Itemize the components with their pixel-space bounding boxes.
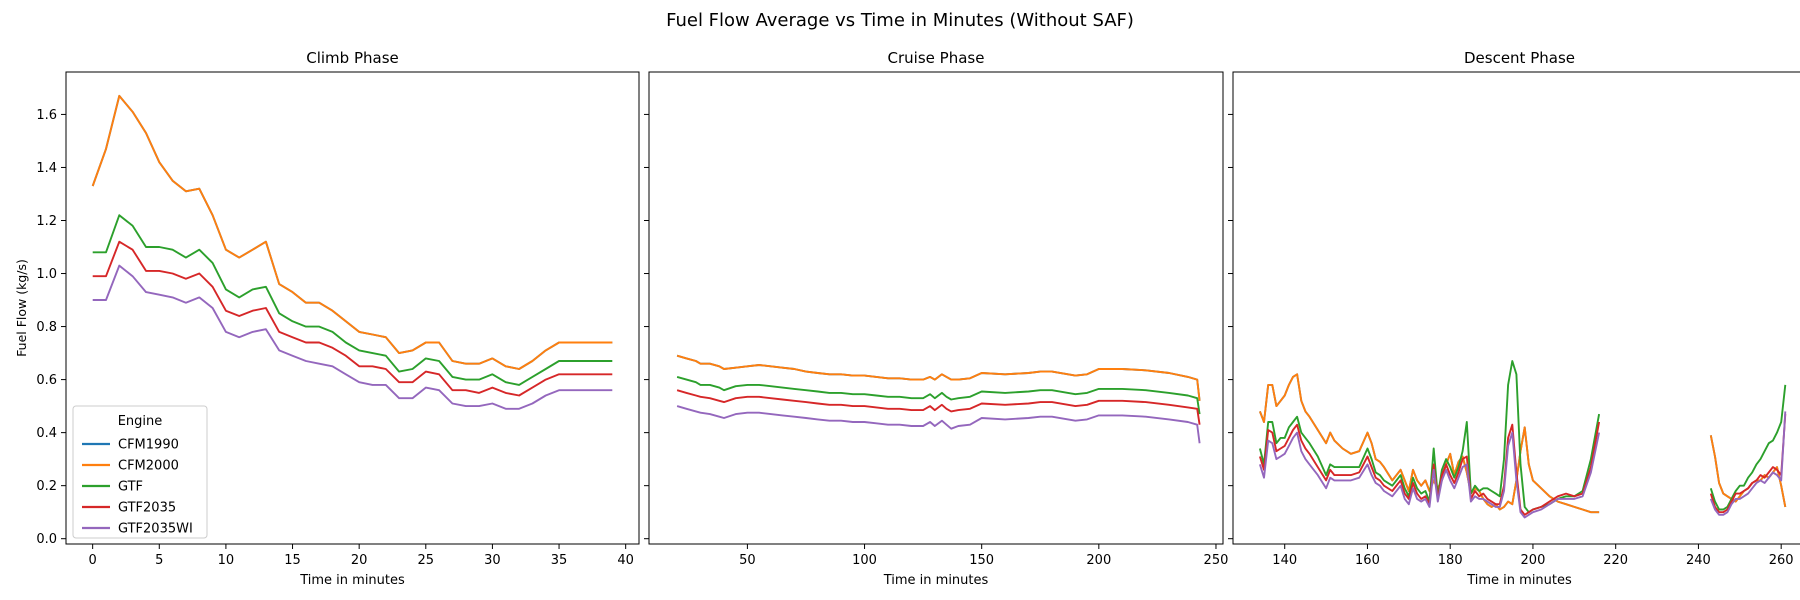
- x-tick-label: 25: [418, 553, 435, 568]
- x-axis-label-climb: Time in minutes: [299, 573, 405, 588]
- series-line-gtf-descent-seg2: [1709, 384, 1787, 511]
- legend-label: CFM2000: [118, 459, 179, 474]
- series-line-cfm2000-cruise: [676, 354, 1201, 401]
- plot-frame-cruise: [648, 71, 1224, 545]
- legend: Engine CFM1990 CFM2000 GTF GTF2035 GTF2035WI: [72, 405, 208, 539]
- x-tick-label: 140: [1272, 553, 1297, 568]
- x-tick-label: 15: [284, 553, 301, 568]
- x-axis-label-cruise: Time in minutes: [883, 573, 989, 588]
- x-tick-label: 160: [1355, 553, 1380, 568]
- panel-title-climb: Climb Phase: [306, 49, 399, 67]
- x-tick-label: 100: [852, 553, 877, 568]
- legend-label: GTF2035: [118, 501, 176, 516]
- y-tick-label: 0.2: [36, 479, 57, 494]
- plot-frame-climb: [65, 71, 640, 545]
- x-tick-label: 40: [617, 553, 634, 568]
- panel-title-cruise: Cruise Phase: [888, 49, 985, 67]
- x-tick-label: 200: [1521, 553, 1546, 568]
- legend-item-gtf2035wi: GTF2035WI: [82, 522, 193, 537]
- x-tick-label: 150: [969, 553, 994, 568]
- x-tick-label: 10: [218, 553, 235, 568]
- x-tick-label: 180: [1438, 553, 1463, 568]
- panel-descent: 140 160 180 200 220 240 260 Descent Phase Time i…: [1228, 49, 1800, 588]
- panel-climb: 0 5 10 15 20 25 30 35 40 0.0 0.2 0.4 0.6 0.8 1.0 1.2 1.4…: [36, 49, 640, 588]
- x-tick-label: 220: [1603, 553, 1628, 568]
- legend-label: GTF2035WI: [118, 522, 193, 537]
- legend-label: CFM1990: [118, 438, 179, 453]
- x-tick-label: 35: [551, 553, 568, 568]
- series-line-gtf2035wi-descent-seg2: [1709, 411, 1787, 516]
- legend-label: GTF: [118, 480, 143, 495]
- x-axis-label-descent: Time in minutes: [1466, 573, 1572, 588]
- series-line-gtf2035wi-cruise: [676, 405, 1201, 444]
- legend-box: [72, 405, 208, 539]
- chart-panels: 0 5 10 15 20 25 30 35 40 0.0 0.2 0.4 0.6 0.8 1.0 1.2 1.4…: [36, 49, 1800, 588]
- y-tick-label: 0.0: [36, 532, 57, 547]
- legend-item-gtf: GTF: [82, 480, 143, 495]
- panel-cruise: 50 100 150 200 250 Cruise Phase Time in minute…: [644, 49, 1228, 588]
- legend-item-gtf2035: GTF2035: [82, 501, 176, 516]
- x-tick-label: 20: [351, 553, 368, 568]
- x-tick-label: 200: [1086, 553, 1111, 568]
- legend-item-cfm2000: CFM2000: [82, 459, 179, 474]
- y-tick-label: 1.0: [36, 267, 57, 282]
- y-tick-label: 1.4: [36, 161, 57, 176]
- panel-title-descent: Descent Phase: [1464, 49, 1575, 67]
- series-line-gtf2035wi-climb: [92, 264, 613, 410]
- x-tick-label: 5: [155, 553, 163, 568]
- y-tick-label: 0.6: [36, 373, 57, 388]
- series-line-cfm2000-climb: [91, 94, 613, 370]
- y-tick-label: 1.6: [36, 108, 57, 123]
- series-line-gtf2035-cruise: [676, 389, 1201, 425]
- y-tick-label: 0.8: [36, 320, 57, 335]
- x-tick-label: 240: [1686, 553, 1711, 568]
- series-line-gtf-climb: [92, 214, 613, 386]
- series-line-gtf2035wi-descent-seg1: [1258, 431, 1601, 519]
- x-tick-label: 30: [484, 553, 501, 568]
- x-tick-label: 0: [89, 553, 97, 568]
- y-axis-label: Fuel Flow (kg/s): [14, 259, 29, 357]
- y-tick-label: 1.2: [36, 214, 57, 229]
- series-line-gtf-cruise: [676, 375, 1201, 415]
- legend-item-cfm1990: CFM1990: [82, 438, 179, 453]
- legend-title: Engine: [118, 414, 163, 429]
- series-line-gtf2035-descent-seg2: [1709, 414, 1787, 514]
- plot-frame-descent: [1232, 71, 1800, 545]
- y-tick-label: 0.4: [36, 426, 57, 441]
- x-tick-label: 250: [1204, 553, 1229, 568]
- figure-title: Fuel Flow Average vs Time in Minutes (Wi…: [666, 10, 1134, 31]
- x-tick-label: 260: [1769, 553, 1794, 568]
- series-line-gtf2035-climb: [92, 240, 613, 397]
- x-tick-label: 50: [739, 553, 756, 568]
